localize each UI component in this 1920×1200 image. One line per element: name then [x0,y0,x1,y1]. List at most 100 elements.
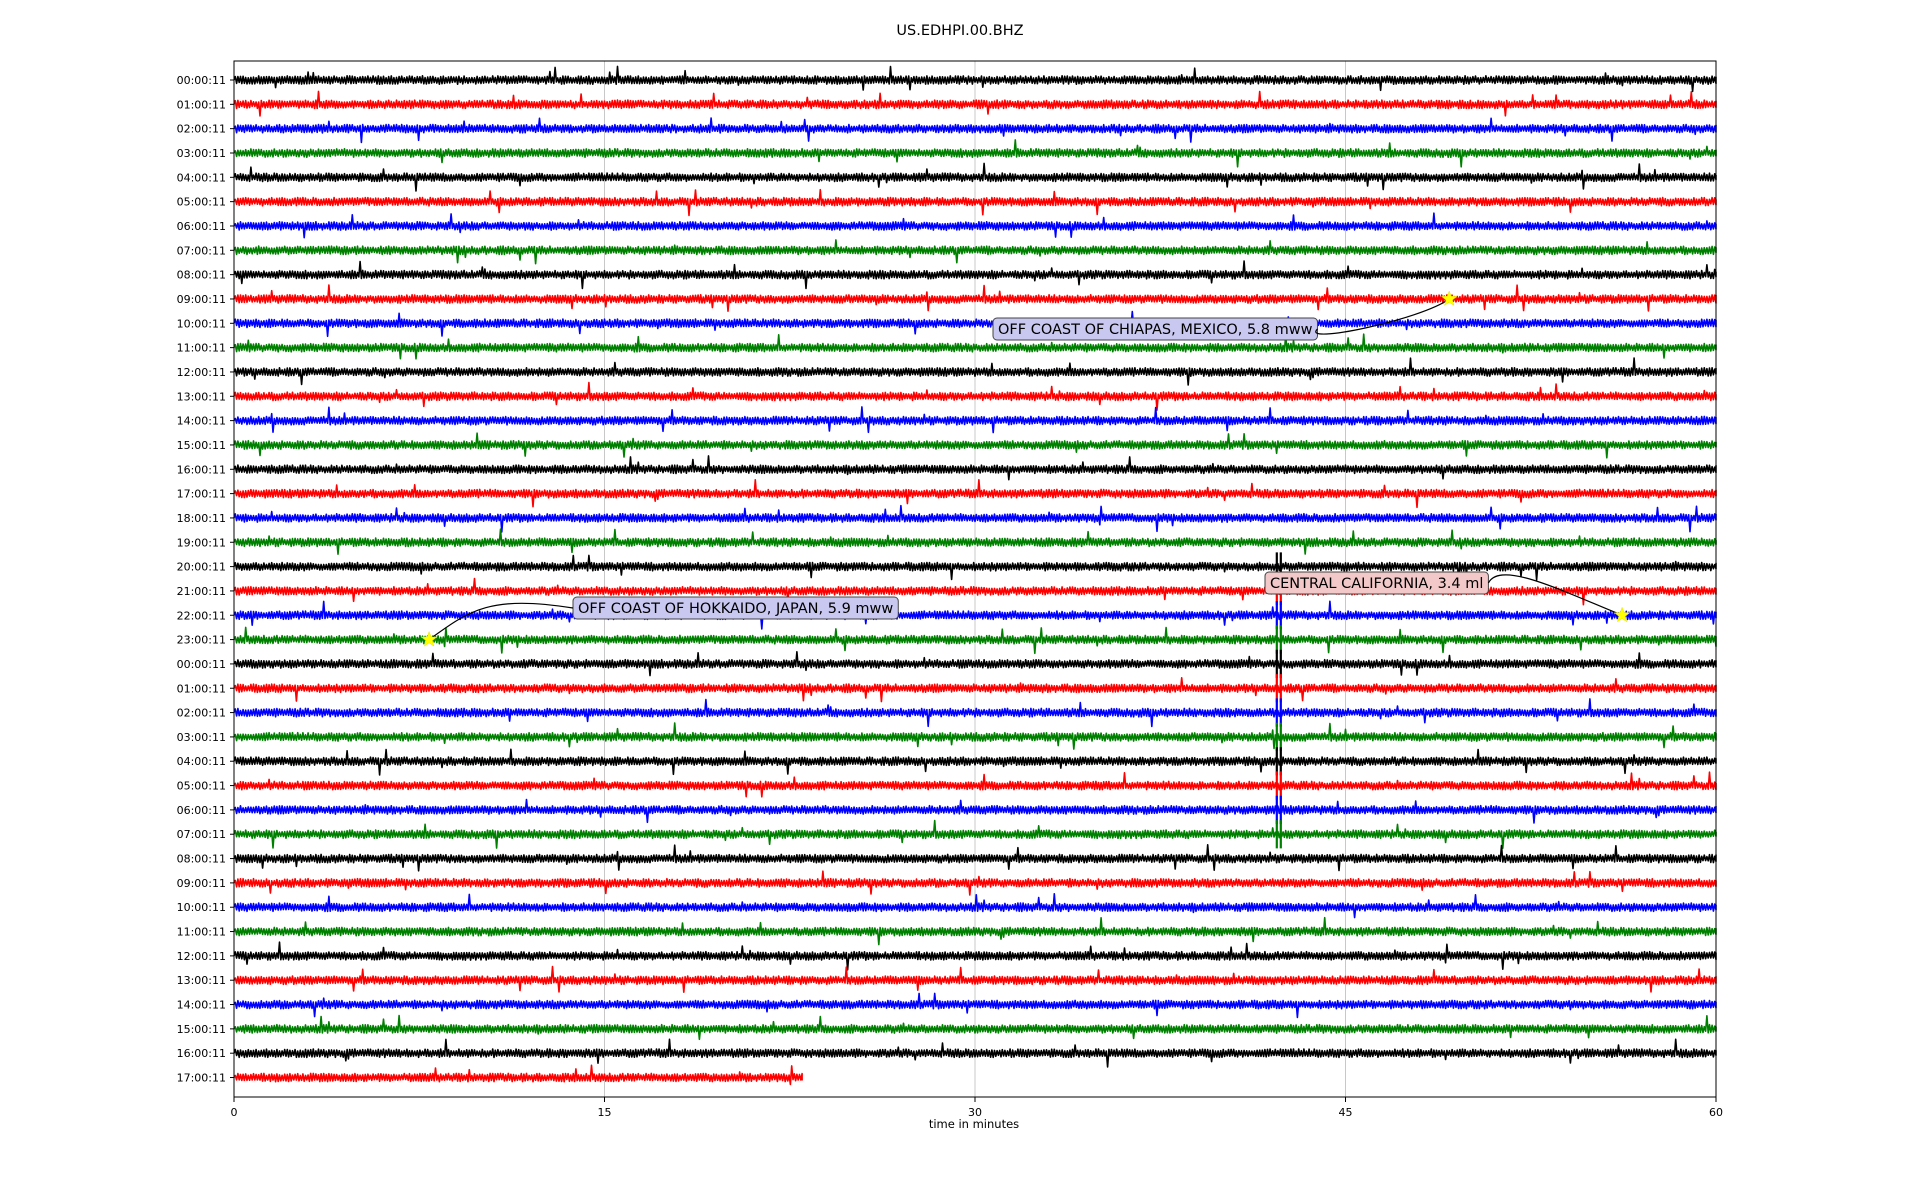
large-signal [1275,771,1282,800]
trace-line [233,333,1717,360]
trace-line [233,90,1717,117]
trace-line [233,455,1717,481]
trace-line [233,844,1717,872]
y-tick-label: 17:00:11 [177,488,226,501]
trace-line [233,528,1717,555]
y-tick-label: 20:00:11 [177,561,226,574]
seismogram-traces [233,65,1717,1086]
trace-line [233,722,1717,750]
y-tick-label: 10:00:11 [177,901,226,914]
y-tick-label: 00:00:11 [177,74,226,87]
y-tick-label: 04:00:11 [177,171,226,184]
y-tick-label: 15:00:11 [177,1023,226,1036]
y-axis-labels: 00:00:11 01:00:11 02:00:11 03:00:11 04:00:11… [177,74,234,1085]
large-signal [1275,795,1282,825]
y-tick-label: 17:00:11 [177,1072,226,1085]
event-label: OFF COAST OF CHIAPAS, MEXICO, 5.8 mww [998,322,1313,338]
large-signal [1275,674,1282,703]
y-tick-label: 11:00:11 [177,342,226,355]
large-signal [1275,722,1282,752]
y-tick-label: 13:00:11 [177,390,226,403]
y-tick-label: 11:00:11 [177,926,226,939]
y-tick-label: 02:00:11 [177,123,226,136]
large-signal [1275,698,1282,727]
event-connector [428,602,574,641]
y-tick-label: 06:00:11 [177,804,226,817]
x-tick-label: 60 [1709,1106,1723,1119]
trace-line [233,381,1717,411]
trace-line [233,504,1717,533]
y-tick-label: 08:00:11 [177,269,226,282]
y-tick-label: 16:00:11 [177,1047,226,1060]
event-star-icon [420,630,438,647]
y-tick-label: 21:00:11 [177,585,226,598]
trace-line [233,188,1717,217]
y-tick-label: 02:00:11 [177,707,226,720]
trace-line [233,748,1717,776]
event-markers: OFF COAST OF CHIAPAS, MEXICO, 5.8 mww CEN… [420,290,1631,647]
x-tick-label: 0 [231,1106,238,1119]
trace-line [233,239,1717,265]
trace-line [233,117,1717,144]
event-annotation: OFF COAST OF HOKKAIDO, JAPAN, 5.9 mww [420,596,899,647]
y-tick-label: 22:00:11 [177,609,226,622]
x-tick-label: 45 [1339,1106,1353,1119]
y-tick-label: 07:00:11 [177,828,226,841]
grid-lines [604,61,1346,1097]
trace-line [233,310,1717,338]
trace-line [233,479,1717,509]
large-signal [1275,601,1282,630]
y-tick-label: 03:00:11 [177,731,226,744]
trace-line [233,626,1717,655]
event-annotation: CENTRAL CALIFORNIA, 3.4 ml [1264,571,1631,623]
event-label: OFF COAST OF HOKKAIDO, JAPAN, 5.9 mww [578,601,893,617]
y-tick-label: 18:00:11 [177,512,226,525]
large-signal [1275,625,1282,654]
large-signal [1275,747,1282,776]
y-tick-label: 12:00:11 [177,950,226,963]
trace-line [233,941,1717,971]
trace-line [233,965,1717,993]
trace-line [233,992,1717,1019]
trace-line [233,698,1717,728]
y-tick-label: 14:00:11 [177,999,226,1012]
trace-line [233,600,1717,630]
y-tick-label: 15:00:11 [177,439,226,452]
chart-title: US.EDHPI.00.BHZ [896,23,1023,39]
y-tick-label: 16:00:11 [177,463,226,476]
trace-line [233,139,1717,168]
trace-line [233,554,1717,581]
large-signal [1275,820,1282,849]
event-connector [1315,298,1450,335]
y-tick-label: 23:00:11 [177,634,226,647]
y-tick-label: 12:00:11 [177,366,226,379]
event-label: CENTRAL CALIFORNIA, 3.4 ml [1270,576,1483,592]
y-tick-label: 03:00:11 [177,147,226,160]
trace-line [233,870,1717,896]
y-tick-label: 09:00:11 [177,293,226,306]
y-tick-label: 09:00:11 [177,877,226,890]
y-tick-label: 01:00:11 [177,98,226,111]
trace-line [233,65,1717,93]
trace-line [233,798,1717,824]
y-tick-label: 05:00:11 [177,780,226,793]
trace-line [233,406,1717,434]
trace-line [233,819,1717,849]
event-star-icon [1440,290,1458,306]
trace-line [233,893,1717,919]
y-tick-label: 14:00:11 [177,415,226,428]
y-tick-label: 13:00:11 [177,974,226,987]
trace-line [233,771,1717,798]
y-tick-label: 01:00:11 [177,682,226,695]
y-tick-label: 08:00:11 [177,853,226,866]
trace-line [233,1064,803,1086]
trace-line [233,1014,1717,1041]
trace-line [233,677,1717,703]
large-signal [1275,649,1282,679]
x-axis-label: time in minutes [929,1117,1019,1131]
y-tick-label: 06:00:11 [177,220,226,233]
event-star-icon [1613,606,1631,623]
trace-line [233,357,1717,386]
trace-line [233,212,1717,239]
y-tick-label: 19:00:11 [177,536,226,549]
